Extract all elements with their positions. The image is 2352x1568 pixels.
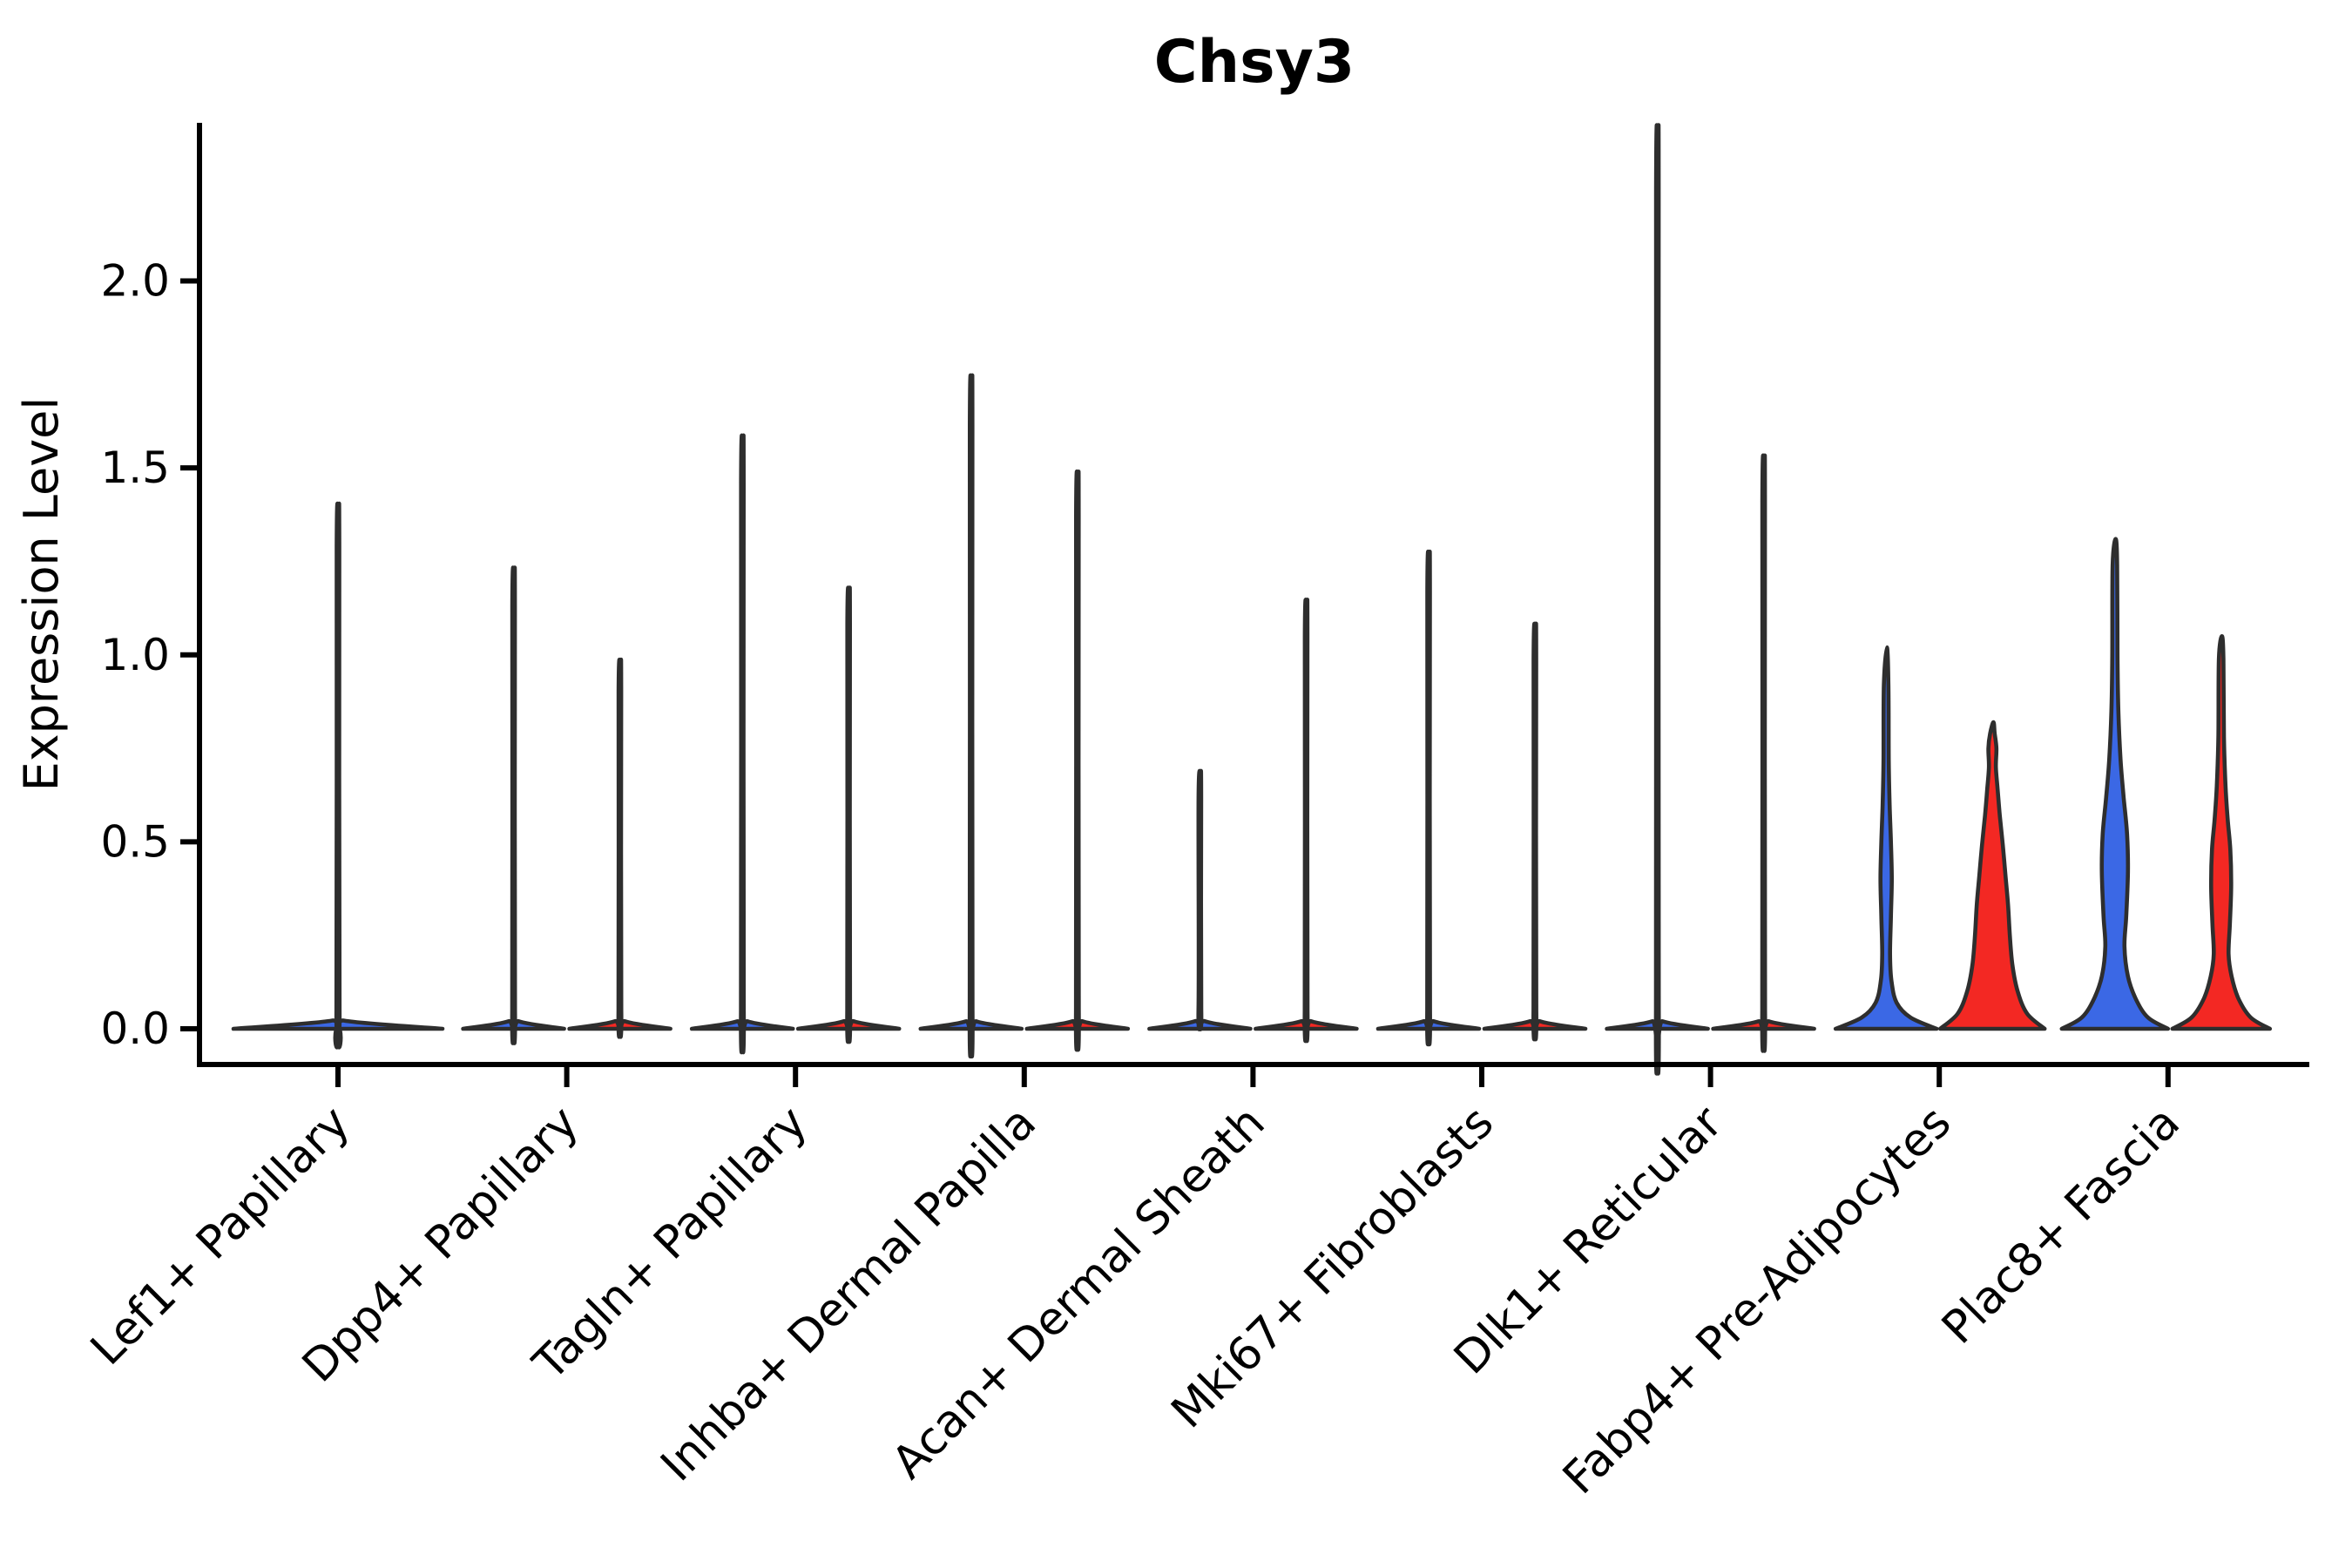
violin-red xyxy=(1937,720,2047,1031)
violin-blue xyxy=(1833,645,1939,1031)
x-tick-label: Plac8+ Fascia xyxy=(1932,1097,2190,1355)
y-tick-label: 0.5 xyxy=(100,816,170,867)
violin-blue xyxy=(1147,768,1253,1031)
violin-red xyxy=(1711,453,1816,1053)
violin-blue xyxy=(689,433,795,1055)
violin-red xyxy=(1482,621,1588,1042)
violin-blue xyxy=(231,501,445,1050)
x-tick-label: Acan+ Dermal Sheath xyxy=(882,1097,1275,1490)
violin-red xyxy=(795,585,902,1044)
violin-red xyxy=(1024,470,1131,1052)
violin-blue xyxy=(461,565,566,1045)
violin-blue xyxy=(2059,537,2171,1031)
violin-blue xyxy=(1375,549,1482,1047)
violin-red xyxy=(567,657,672,1039)
y-tick-label: 1.5 xyxy=(100,443,170,493)
y-tick-label: 2.0 xyxy=(100,256,170,307)
y-tick-label: 1.0 xyxy=(100,630,170,680)
violin-blue xyxy=(918,373,1024,1058)
y-tick-label: 0.0 xyxy=(100,1004,170,1054)
x-tick-label: Fabp4+ Pre-Adipocytes xyxy=(1553,1097,1961,1504)
violin-red xyxy=(2170,634,2273,1031)
y-axis-label: Expression Level xyxy=(14,397,69,792)
x-tick-label: Inhba+ Dermal Papilla xyxy=(652,1097,1046,1491)
plot-title: Chsy3 xyxy=(1154,28,1355,97)
violin-blue xyxy=(1605,123,1710,1076)
y-axis-ticks: 0.0 0.5 1.0 1.5 2.0 xyxy=(100,256,199,1054)
violin-red xyxy=(1254,598,1359,1044)
violin-series xyxy=(231,123,2273,1076)
